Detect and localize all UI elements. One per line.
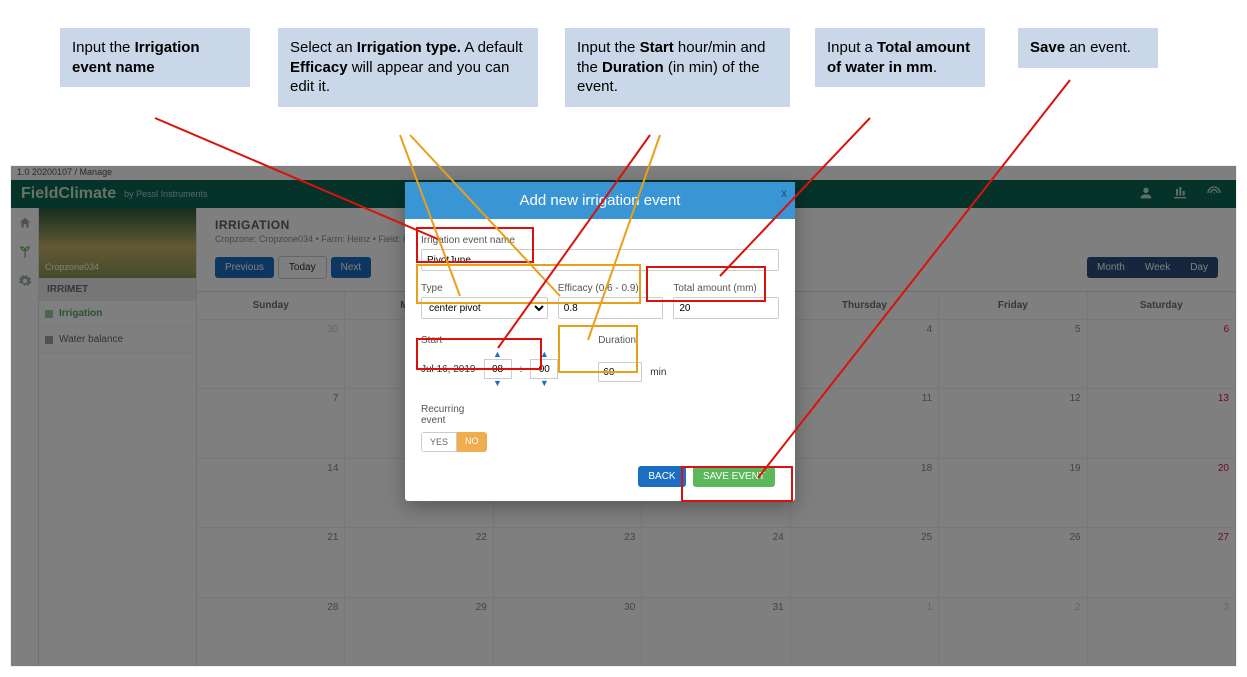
chevron-down-icon[interactable]: ▼ <box>493 379 502 388</box>
label-event-name: Irrigation event name <box>421 235 779 246</box>
save-event-button[interactable]: SAVE EVENT <box>693 466 775 487</box>
input-event-name[interactable] <box>421 249 779 271</box>
callout-event-name: Input the Irrigation event name <box>60 28 250 87</box>
input-duration[interactable] <box>598 362 642 382</box>
back-button[interactable]: BACK <box>638 466 685 487</box>
label-start: Start <box>421 335 558 346</box>
recurring-no[interactable]: NO <box>457 432 487 452</box>
toggle-recurring[interactable]: YES NO <box>421 432 487 452</box>
label-total: Total amount (mm) <box>673 283 779 294</box>
label-recurring: Recurring event <box>421 404 481 426</box>
input-efficacy[interactable] <box>558 297 664 319</box>
callout-start-duration: Input the Start hour/min and the Duratio… <box>565 28 790 107</box>
value-date: Jul 16, 2019 <box>421 364 476 375</box>
spinner-hour[interactable]: ▲ ▼ <box>484 350 512 388</box>
callout-save: Save an event. <box>1018 28 1158 68</box>
close-icon[interactable]: x <box>781 186 787 200</box>
callout-type-efficacy: Select an Irrigation type. A default Eff… <box>278 28 538 107</box>
chevron-up-icon[interactable]: ▲ <box>540 350 549 359</box>
chevron-up-icon[interactable]: ▲ <box>493 350 502 359</box>
callout-total-amount: Input a Total amount of water in mm. <box>815 28 985 87</box>
label-duration: Duration <box>598 335 666 346</box>
select-type[interactable]: center pivot <box>421 297 548 319</box>
label-efficacy: Efficacy (0.6 - 0.9) <box>558 283 664 294</box>
modal-title: Add new irrigation event x <box>405 182 795 219</box>
input-total[interactable] <box>673 297 779 319</box>
recurring-yes[interactable]: YES <box>421 432 457 452</box>
label-type: Type <box>421 283 548 294</box>
input-minute[interactable] <box>530 359 558 379</box>
spinner-minute[interactable]: ▲ ▼ <box>530 350 558 388</box>
chevron-down-icon[interactable]: ▼ <box>540 379 549 388</box>
label-min: min <box>650 367 666 378</box>
input-hour[interactable] <box>484 359 512 379</box>
modal-add-irrigation: Add new irrigation event x Irrigation ev… <box>405 182 795 501</box>
